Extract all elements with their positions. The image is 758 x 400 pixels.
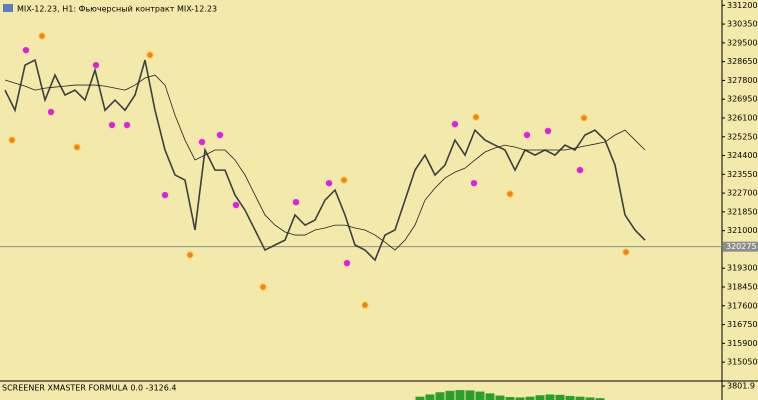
price-line	[4, 58, 646, 262]
signal-marker	[506, 190, 514, 198]
signal-marker	[325, 179, 333, 187]
signal-marker	[92, 61, 100, 69]
signal-marker	[451, 120, 459, 128]
signal-marker	[576, 166, 584, 174]
signal-marker	[622, 248, 630, 256]
signal-marker	[216, 131, 224, 139]
current-price-box	[723, 241, 758, 252]
indicator-bar	[595, 398, 605, 400]
indicator-bar	[495, 395, 505, 400]
y-tick-label: 317600	[727, 301, 758, 310]
indicator-label: SCREENER XMASTER FORMULA 0.0 -3126.4	[2, 384, 176, 393]
signal-marker	[470, 179, 478, 187]
y-tick-label: 330350	[727, 20, 758, 29]
y-tick-label: 327800	[727, 76, 758, 85]
signal-marker	[472, 113, 480, 121]
signal-marker	[343, 259, 351, 267]
signal-marker	[161, 191, 169, 199]
indicator-bar	[535, 395, 545, 400]
y-tick-label: 316750	[727, 320, 758, 329]
y-tick-label: 325250	[727, 132, 758, 141]
y-tick-label: 326950	[727, 95, 758, 104]
indicator-bar	[525, 396, 535, 400]
signal-marker	[123, 121, 131, 129]
moving-average-line	[4, 74, 646, 251]
y-tick-label: 329500	[727, 38, 758, 47]
y-tick-label: 326100	[727, 113, 758, 122]
signal-marker	[580, 114, 588, 122]
indicator-bar	[565, 395, 575, 400]
indicator-bar	[555, 394, 565, 400]
signal-marker	[544, 127, 552, 135]
indicator-tick-label: 3801.9	[727, 382, 755, 391]
y-tick-label: 315050	[727, 358, 758, 367]
indicator-bar	[435, 392, 445, 400]
signal-marker	[361, 301, 369, 309]
signal-marker	[198, 138, 206, 146]
signal-marker	[292, 198, 300, 206]
y-tick-label: 324400	[727, 151, 758, 160]
y-tick-label: 331200	[727, 1, 758, 10]
signal-marker	[259, 283, 267, 291]
y-tick-label: 319300	[727, 264, 758, 273]
y-tick-label: 323550	[727, 170, 758, 179]
signal-marker	[186, 251, 194, 259]
signal-marker	[340, 176, 348, 184]
signal-marker	[146, 51, 154, 59]
y-tick-label: 318450	[727, 282, 758, 291]
signal-marker	[108, 121, 116, 129]
indicator-bar	[545, 394, 555, 400]
indicator-bar	[485, 393, 495, 400]
y-tick-label: 322700	[727, 189, 758, 198]
signal-marker	[8, 136, 16, 144]
chart-icon	[3, 4, 13, 12]
indicator-bar	[505, 397, 515, 400]
signal-marker	[232, 201, 240, 209]
signal-marker	[523, 131, 531, 139]
indicator-bar	[585, 397, 595, 400]
indicator-bar	[465, 390, 475, 400]
signal-marker	[38, 32, 46, 40]
indicator-bar	[515, 397, 525, 400]
indicator-bar	[575, 396, 585, 400]
indicator-bar	[455, 390, 465, 400]
indicator-bar	[415, 396, 425, 400]
indicator-bar	[425, 394, 435, 400]
y-tick-label: 321850	[727, 207, 758, 216]
y-tick-label: 315900	[727, 339, 758, 348]
signal-marker	[73, 143, 81, 151]
y-tick-label: 321000	[727, 226, 758, 235]
y-tick-label: 328650	[727, 57, 758, 66]
signal-marker	[47, 108, 55, 116]
current-price-label: 320275	[726, 242, 757, 251]
signal-marker	[22, 46, 30, 54]
indicator-bar	[445, 390, 455, 400]
chart-title: MIX-12.23, H1: Фьючерсный контракт MIX-1…	[17, 5, 217, 14]
indicator-bar	[475, 391, 485, 400]
